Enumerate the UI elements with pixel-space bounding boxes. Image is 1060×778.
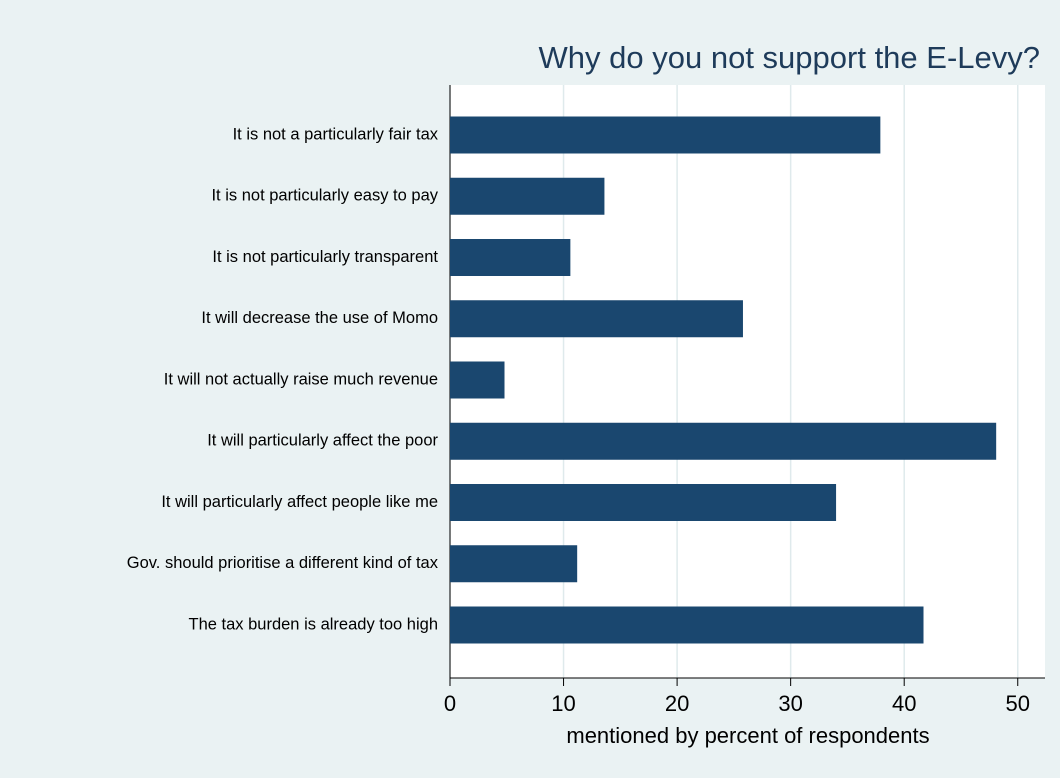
x-tick-label: 40 [892,691,916,716]
bar [450,361,505,399]
bar [450,239,571,276]
bar [450,177,605,215]
x-tick-label: 10 [551,691,575,716]
plot-region [450,85,1045,678]
bar [450,484,837,521]
x-tick-label: 30 [778,691,802,716]
x-tick-label: 50 [1006,691,1030,716]
y-tick-label: It is not a particularly fair tax [233,125,439,143]
y-tick-label: It is not particularly easy to pay [211,187,438,205]
y-tick-label: It will not actually raise much revenue [164,370,438,388]
bar [450,116,881,154]
x-axis-label: mentioned by percent of respondents [566,723,929,748]
y-tick-label: It is not particularly transparent [212,248,438,266]
chart-title: Why do you not support the E-Levy? [539,40,1040,75]
x-tick-label: 0 [444,691,456,716]
bar [450,545,578,583]
bar [450,422,997,460]
x-tick-label: 20 [665,691,689,716]
y-tick-label: Gov. should prioritise a different kind … [127,554,439,572]
y-tick-label: It will particularly affect people like … [161,493,438,511]
y-tick-label: It will particularly affect the poor [207,432,438,450]
y-tick-label: It will decrease the use of Momo [201,309,438,327]
y-tick-label: The tax burden is already too high [189,615,439,633]
bar [450,606,924,644]
bar [450,300,743,338]
